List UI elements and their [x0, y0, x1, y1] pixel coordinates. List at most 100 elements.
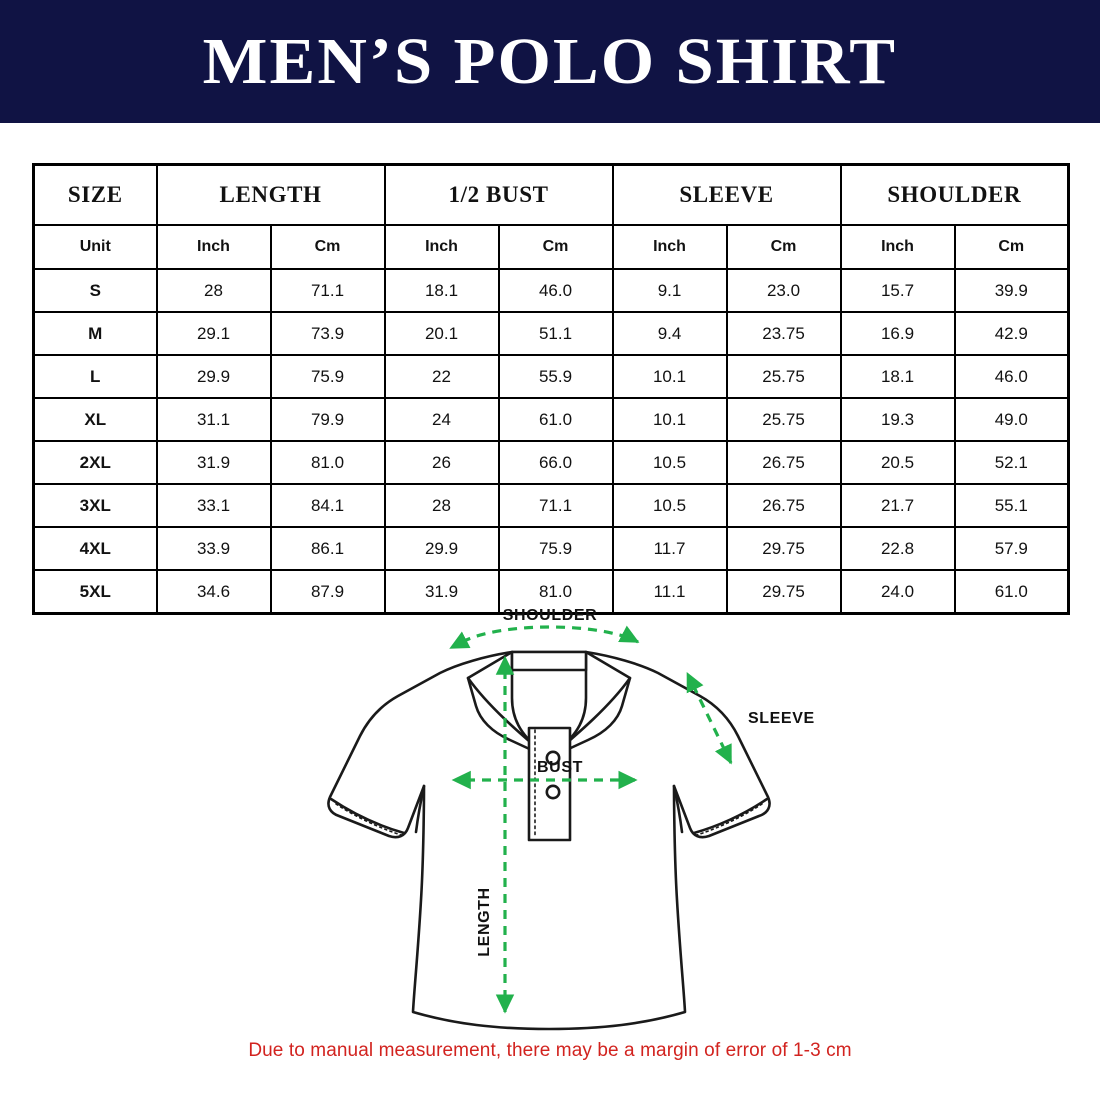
cell-shoulder-inch: 19.3 — [839, 397, 956, 442]
column-group-sleeve: SLEEVE — [611, 163, 842, 226]
cell-sleeve-inch: 10.1 — [611, 397, 728, 442]
shirt-right-cuff-stitch — [693, 803, 763, 837]
cell-bust-inch: 22 — [383, 354, 500, 399]
cell-shoulder-inch: 20.5 — [839, 440, 956, 485]
cell-length-cm: 75.9 — [269, 354, 386, 399]
shirt-button-bottom — [545, 784, 561, 800]
cell-length-cm: 87.9 — [269, 569, 386, 615]
unit-sleeve-inch: Inch — [611, 224, 728, 270]
unit-bust-cm: Cm — [497, 224, 614, 270]
unit-shoulder-inch: Inch — [839, 224, 956, 270]
shirt-left-sleeve-seam — [414, 784, 426, 834]
measurement-disclaimer: Due to manual measurement, there may be … — [248, 1040, 852, 1061]
cell-bust-cm: 51.1 — [497, 311, 614, 356]
length-label: LENGTH — [476, 887, 493, 956]
cell-shoulder-inch: 15.7 — [839, 268, 956, 313]
unit-label: Unit — [32, 224, 158, 270]
cell-sleeve-cm: 25.75 — [725, 397, 842, 442]
cell-bust-inch: 26 — [383, 440, 500, 485]
cell-shoulder-cm: 46.0 — [953, 354, 1070, 399]
cell-shoulder-inch: 16.9 — [839, 311, 956, 356]
cell-shoulder-cm: 57.9 — [953, 526, 1070, 571]
cell-sleeve-cm: 29.75 — [725, 526, 842, 571]
cell-sleeve-cm: 25.75 — [725, 354, 842, 399]
cell-bust-inch: 18.1 — [383, 268, 500, 313]
shirt-button-top — [545, 750, 561, 766]
shirt-left-cuff-stitch — [335, 803, 405, 837]
cell-length-inch: 28 — [155, 268, 272, 313]
cell-length-inch: 29.9 — [155, 354, 272, 399]
cell-size: L — [32, 354, 158, 399]
cell-shoulder-cm: 49.0 — [953, 397, 1070, 442]
column-group-length: LENGTH — [155, 163, 386, 226]
cell-length-cm: 71.1 — [269, 268, 386, 313]
cell-bust-cm: 66.0 — [497, 440, 614, 485]
shoulder-label: SHOULDER — [503, 607, 598, 624]
shirt-left-cuff — [329, 797, 406, 835]
cell-length-inch: 31.1 — [155, 397, 272, 442]
cell-shoulder-cm: 52.1 — [953, 440, 1070, 485]
table-unit-row: Unit Inch Cm Inch Cm Inch Cm Inch Cm — [32, 224, 1070, 270]
cell-sleeve-cm: 23.0 — [725, 268, 842, 313]
unit-length-cm: Cm — [269, 224, 386, 270]
cell-bust-cm: 71.1 — [497, 483, 614, 528]
cell-size: XL — [32, 397, 158, 442]
cell-bust-inch: 31.9 — [383, 569, 500, 615]
cell-length-inch: 33.1 — [155, 483, 272, 528]
cell-sleeve-inch: 11.7 — [611, 526, 728, 571]
size-chart-table: SIZE LENGTH 1/2 BUST SLEEVE SHOULDER Uni… — [32, 163, 1071, 615]
cell-length-cm: 81.0 — [269, 440, 386, 485]
sleeve-measure-arrow — [686, 672, 733, 765]
shoulder-measure-arrow — [449, 625, 640, 649]
shirt-outline-group — [327, 650, 771, 1031]
cell-size: 2XL — [32, 440, 158, 485]
cell-sleeve-cm: 26.75 — [725, 440, 842, 485]
cell-length-cm: 84.1 — [269, 483, 386, 528]
cell-shoulder-cm: 55.1 — [953, 483, 1070, 528]
cell-sleeve-inch: 10.5 — [611, 483, 728, 528]
unit-bust-inch: Inch — [383, 224, 500, 270]
cell-bust-inch: 24 — [383, 397, 500, 442]
cell-length-cm: 73.9 — [269, 311, 386, 356]
cell-size: S — [32, 268, 158, 313]
cell-shoulder-cm: 39.9 — [953, 268, 1070, 313]
table-row: L 29.9 75.9 22 55.9 10.1 25.75 18.1 46.0 — [32, 354, 1070, 399]
cell-bust-inch: 20.1 — [383, 311, 500, 356]
bust-label: BUST — [537, 759, 583, 776]
cell-bust-cm: 55.9 — [497, 354, 614, 399]
sleeve-label: SLEEVE — [748, 710, 815, 727]
unit-length-inch: Inch — [155, 224, 272, 270]
cell-bust-inch: 28 — [383, 483, 500, 528]
shirt-right-cuff — [692, 797, 769, 835]
cell-sleeve-inch: 10.5 — [611, 440, 728, 485]
unit-sleeve-cm: Cm — [725, 224, 842, 270]
shirt-collar-band — [510, 650, 588, 672]
cell-sleeve-inch: 9.4 — [611, 311, 728, 356]
cell-length-cm: 86.1 — [269, 526, 386, 571]
cell-bust-cm: 81.0 — [497, 569, 614, 615]
cell-length-inch: 31.9 — [155, 440, 272, 485]
table-row: 2XL 31.9 81.0 26 66.0 10.5 26.75 20.5 52… — [32, 440, 1070, 485]
cell-sleeve-cm: 29.75 — [725, 569, 842, 615]
header-banner: MEN’S POLO SHIRT — [0, 0, 1100, 123]
cell-shoulder-inch: 24.0 — [839, 569, 956, 615]
unit-shoulder-cm: Cm — [953, 224, 1070, 270]
table-row: M 29.1 73.9 20.1 51.1 9.4 23.75 16.9 42.… — [32, 311, 1070, 356]
table-row: 4XL 33.9 86.1 29.9 75.9 11.7 29.75 22.8 … — [32, 526, 1070, 571]
cell-sleeve-inch: 9.1 — [611, 268, 728, 313]
cell-bust-cm: 46.0 — [497, 268, 614, 313]
cell-bust-inch: 29.9 — [383, 526, 500, 571]
column-group-shoulder: SHOULDER — [839, 163, 1070, 226]
table-row: 3XL 33.1 84.1 28 71.1 10.5 26.75 21.7 55… — [32, 483, 1070, 528]
cell-bust-cm: 61.0 — [497, 397, 614, 442]
cell-length-cm: 79.9 — [269, 397, 386, 442]
column-group-size: SIZE — [32, 163, 158, 226]
cell-shoulder-inch: 21.7 — [839, 483, 956, 528]
cell-size: 4XL — [32, 526, 158, 571]
cell-shoulder-inch: 22.8 — [839, 526, 956, 571]
shirt-right-sleeve-seam — [672, 784, 684, 834]
cell-shoulder-cm: 61.0 — [953, 569, 1070, 615]
cell-shoulder-cm: 42.9 — [953, 311, 1070, 356]
cell-size: 5XL — [32, 569, 158, 615]
table-group-header-row: SIZE LENGTH 1/2 BUST SLEEVE SHOULDER — [32, 163, 1070, 226]
